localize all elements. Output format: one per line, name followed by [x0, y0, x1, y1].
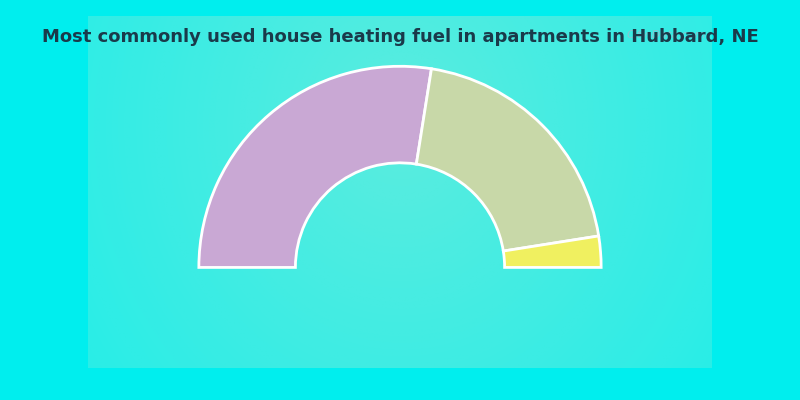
Wedge shape — [503, 236, 601, 268]
Text: Most commonly used house heating fuel in apartments in Hubbard, NE: Most commonly used house heating fuel in… — [42, 28, 758, 46]
Wedge shape — [199, 66, 431, 268]
Wedge shape — [416, 69, 598, 251]
Legend: Fuel oil, kerosene, etc., Electricity, Other: Fuel oil, kerosene, etc., Electricity, O… — [187, 398, 613, 400]
Text: City-Data.com: City-Data.com — [626, 30, 706, 40]
